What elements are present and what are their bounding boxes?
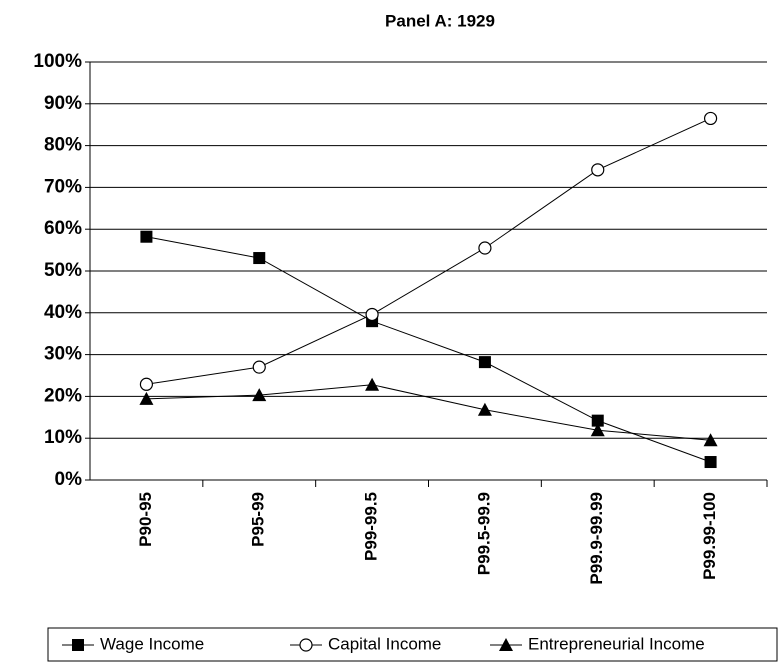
y-tick-label: 60% xyxy=(44,218,82,239)
x-tick-label: P99.5-99.9 xyxy=(474,492,493,575)
series-line xyxy=(146,117,711,385)
x-tick-label: P99.9-99.99 xyxy=(587,492,606,585)
marker xyxy=(365,307,379,322)
y-tick-label: 50% xyxy=(44,260,82,281)
legend-label: Wage Income xyxy=(100,634,204,653)
legend-box xyxy=(47,627,778,662)
chart-title: Panel A: 1929 xyxy=(385,11,495,30)
y-tick-label: 90% xyxy=(44,93,82,114)
marker xyxy=(72,639,84,651)
legend-label: Capital Income xyxy=(328,634,441,653)
x-tick-label: P95-99 xyxy=(249,492,268,547)
x-tick-label: P99-99.5 xyxy=(362,492,381,561)
x-tick-label: P99.99-100 xyxy=(700,492,719,580)
series-line xyxy=(146,384,711,441)
marker xyxy=(499,638,513,651)
marker xyxy=(703,111,718,126)
legend-label: Entrepreneurial Income xyxy=(528,634,705,653)
marker xyxy=(299,638,313,652)
marker xyxy=(139,377,154,391)
y-tick-label: 30% xyxy=(44,344,82,365)
marker xyxy=(704,456,717,469)
marker xyxy=(365,377,380,391)
marker xyxy=(591,163,605,177)
marker xyxy=(140,230,153,243)
y-tick-label: 70% xyxy=(44,176,82,197)
marker xyxy=(252,360,266,374)
marker xyxy=(478,356,491,369)
series-line xyxy=(146,236,711,463)
marker xyxy=(703,433,718,447)
marker xyxy=(253,252,266,265)
y-tick-label: 10% xyxy=(44,427,82,448)
y-tick-label: 40% xyxy=(44,302,82,323)
y-tick-label: 100% xyxy=(33,51,82,72)
marker xyxy=(252,388,267,402)
marker xyxy=(477,402,492,416)
y-tick-label: 80% xyxy=(44,135,82,156)
y-tick-label: 0% xyxy=(55,469,83,490)
x-tick-label: P90-95 xyxy=(136,492,155,547)
marker xyxy=(139,391,154,405)
marker xyxy=(590,423,605,437)
y-tick-label: 20% xyxy=(44,385,82,406)
marker xyxy=(591,414,604,427)
marker xyxy=(478,241,492,255)
